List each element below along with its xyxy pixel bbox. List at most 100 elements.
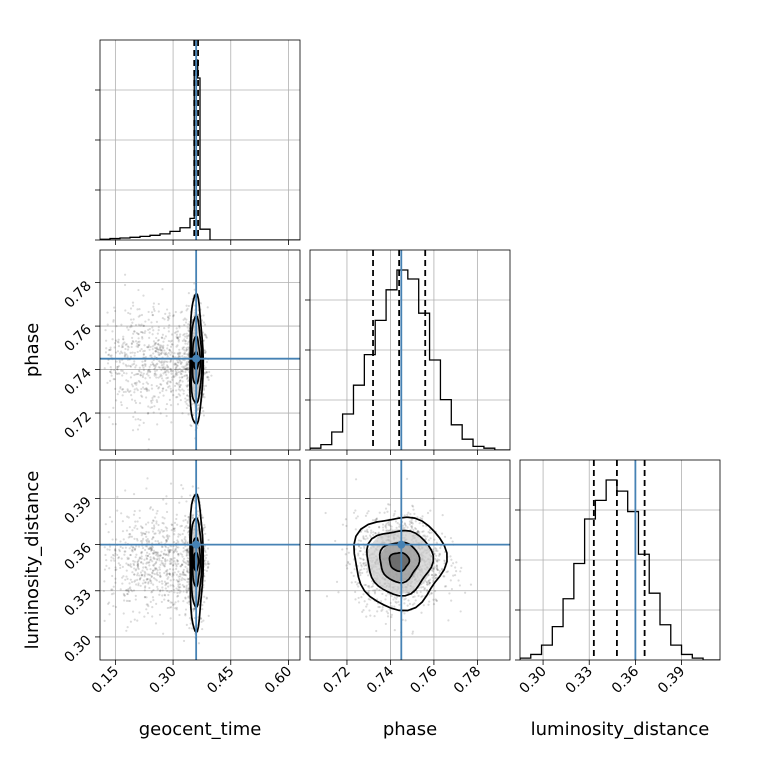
sample-point xyxy=(147,369,150,372)
sample-point xyxy=(160,336,163,339)
sample-point xyxy=(182,568,185,571)
sample-point xyxy=(136,350,139,354)
truth-point xyxy=(397,540,406,549)
sample-point xyxy=(114,552,117,555)
sample-point xyxy=(140,347,143,351)
sample-point xyxy=(186,569,189,572)
sample-point xyxy=(142,532,145,535)
sample-point xyxy=(373,519,376,522)
sample-point xyxy=(156,348,159,351)
sample-point xyxy=(156,400,159,404)
sample-point xyxy=(147,318,150,321)
sample-point xyxy=(145,487,148,490)
sample-point xyxy=(421,530,424,533)
sample-point xyxy=(137,582,140,585)
sample-point xyxy=(185,361,188,364)
sample-point xyxy=(172,568,175,571)
sample-point xyxy=(186,521,189,524)
sample-point xyxy=(420,611,423,614)
sample-point xyxy=(191,516,194,520)
sample-point xyxy=(114,371,117,374)
sample-point xyxy=(450,564,453,567)
x-tick-label: 0.76 xyxy=(407,663,440,696)
sample-point xyxy=(133,351,136,355)
sample-point xyxy=(174,368,178,371)
sample-point xyxy=(159,382,162,386)
sample-point xyxy=(165,535,168,538)
sample-point xyxy=(162,553,166,556)
sample-point xyxy=(170,529,173,532)
sample-point xyxy=(185,549,188,552)
sample-point xyxy=(153,344,156,347)
sample-point xyxy=(182,570,185,573)
sample-point xyxy=(150,548,154,552)
sample-point xyxy=(186,547,189,550)
sample-point xyxy=(365,534,368,538)
sample-point xyxy=(185,318,188,321)
sample-point xyxy=(125,575,128,578)
sample-point xyxy=(129,563,132,566)
sample-point xyxy=(375,587,379,591)
sample-point xyxy=(392,598,395,601)
sample-point xyxy=(438,553,442,556)
sample-point xyxy=(175,365,178,369)
sample-point xyxy=(203,526,207,529)
sample-point xyxy=(156,553,159,556)
sample-point xyxy=(187,398,190,401)
sample-point xyxy=(390,528,393,531)
sample-point xyxy=(182,578,185,581)
sample-point xyxy=(193,607,196,610)
sample-point xyxy=(440,532,444,535)
sample-point xyxy=(121,394,124,397)
sample-point xyxy=(138,308,141,311)
sample-point xyxy=(355,517,358,520)
sample-point xyxy=(186,368,189,371)
sample-point xyxy=(156,573,160,577)
sample-point xyxy=(143,595,147,599)
sample-point xyxy=(166,534,169,537)
sample-point xyxy=(106,381,109,385)
sample-point xyxy=(176,368,179,371)
sample-point xyxy=(410,519,413,522)
sample-point xyxy=(403,598,406,601)
sample-point xyxy=(131,336,134,340)
sample-point xyxy=(436,560,439,563)
sample-point xyxy=(430,573,433,576)
sample-point xyxy=(133,526,136,529)
sample-point xyxy=(131,321,134,324)
sample-point xyxy=(145,545,149,548)
sample-point xyxy=(184,514,187,517)
sample-point xyxy=(120,323,123,326)
sample-point xyxy=(157,366,160,369)
sample-point xyxy=(180,369,183,372)
sample-point xyxy=(126,326,129,329)
sample-point xyxy=(390,613,393,616)
sample-point xyxy=(154,341,158,344)
sample-point xyxy=(160,559,163,563)
sample-point xyxy=(173,352,176,355)
sample-point xyxy=(130,342,133,346)
sample-point xyxy=(199,302,203,305)
sample-point xyxy=(155,399,158,402)
sample-point xyxy=(161,351,164,354)
sample-point xyxy=(117,562,120,565)
sample-point xyxy=(177,370,181,374)
sample-point xyxy=(147,438,151,441)
sample-point xyxy=(182,389,185,392)
sample-point xyxy=(132,332,135,335)
sample-point xyxy=(138,577,142,580)
sample-point xyxy=(133,388,136,391)
sample-point xyxy=(147,547,150,551)
sample-point xyxy=(337,591,340,594)
sample-point xyxy=(157,396,160,399)
sample-point xyxy=(368,609,371,612)
sample-point xyxy=(184,368,188,371)
sample-point xyxy=(178,384,181,387)
sample-point xyxy=(143,575,146,578)
sample-point xyxy=(169,548,172,552)
sample-point xyxy=(435,554,438,557)
sample-point xyxy=(166,573,169,576)
sample-point xyxy=(179,590,182,593)
sample-point xyxy=(126,556,129,559)
sample-point xyxy=(126,592,129,596)
